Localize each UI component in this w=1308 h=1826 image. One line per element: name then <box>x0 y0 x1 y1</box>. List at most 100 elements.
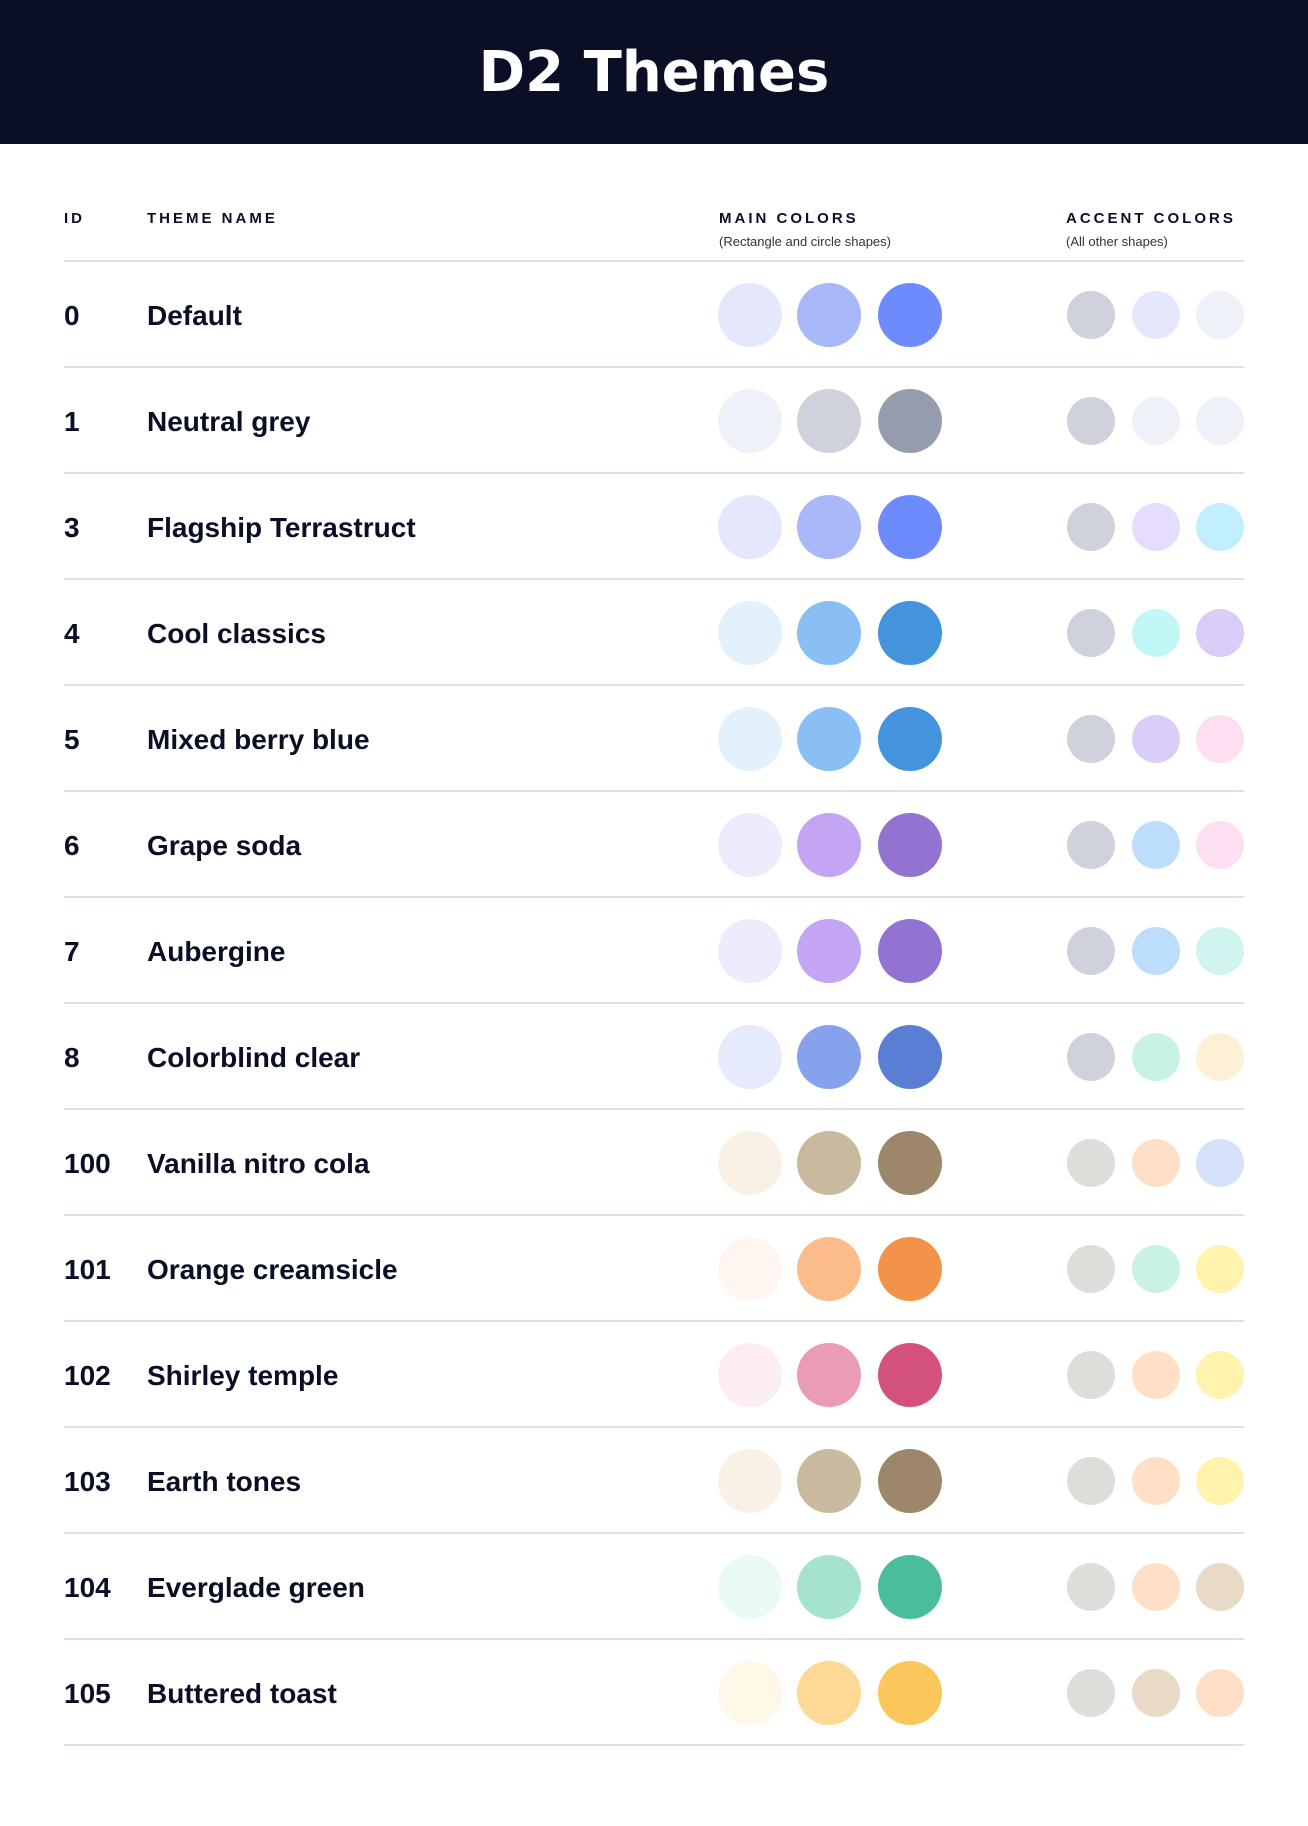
theme-row: 3 Flagship Terrastruct <box>0 474 1308 580</box>
accent-color-swatch <box>1067 927 1115 975</box>
main-color-swatch <box>718 1131 782 1195</box>
accent-color-swatch <box>1196 1245 1244 1293</box>
theme-id: 0 <box>64 300 80 331</box>
accent-color-swatch <box>1196 1563 1244 1611</box>
main-color-swatch <box>797 389 861 453</box>
main-color-swatch <box>718 1237 782 1301</box>
main-color-swatch <box>797 1237 861 1301</box>
main-color-swatch <box>878 495 942 559</box>
accent-color-swatch <box>1196 503 1244 551</box>
theme-row: 104 Everglade green <box>0 1534 1308 1640</box>
main-color-swatch <box>797 1449 861 1513</box>
main-color-swatch <box>797 1661 861 1725</box>
main-color-swatch <box>718 283 782 347</box>
accent-color-swatch <box>1196 1351 1244 1399</box>
accent-color-swatch <box>1067 1563 1115 1611</box>
theme-name: Mixed berry blue <box>147 724 370 755</box>
main-color-swatch <box>878 283 942 347</box>
theme-name: Flagship Terrastruct <box>147 512 416 543</box>
theme-row: 105 Buttered toast <box>0 1640 1308 1746</box>
main-color-swatch <box>878 1343 942 1407</box>
main-color-swatch <box>797 813 861 877</box>
theme-row: 6 Grape soda <box>0 792 1308 898</box>
row-divider <box>64 578 1244 580</box>
accent-color-swatch <box>1067 503 1115 551</box>
accent-color-swatch <box>1132 715 1180 763</box>
main-color-swatch <box>797 919 861 983</box>
accent-color-swatch <box>1132 1457 1180 1505</box>
theme-row: 7 Aubergine <box>0 898 1308 1004</box>
accent-color-swatch <box>1132 1351 1180 1399</box>
accent-color-swatch <box>1067 821 1115 869</box>
theme-row: 101 Orange creamsicle <box>0 1216 1308 1322</box>
theme-name: Everglade green <box>147 1572 365 1603</box>
main-color-swatch <box>797 1555 861 1619</box>
main-color-swatch <box>797 1131 861 1195</box>
accent-color-swatch <box>1196 821 1244 869</box>
accent-color-swatch <box>1067 1033 1115 1081</box>
accent-color-swatch <box>1196 1139 1244 1187</box>
main-color-swatch <box>718 1025 782 1089</box>
theme-id: 8 <box>64 1042 80 1073</box>
column-header-theme-name: THEME NAME <box>147 210 278 227</box>
accent-color-swatch <box>1132 1139 1180 1187</box>
theme-name: Orange creamsicle <box>147 1254 398 1285</box>
column-header-main-colors: MAIN COLORS <box>719 210 859 227</box>
theme-id: 6 <box>64 830 80 861</box>
accent-color-swatch <box>1132 503 1180 551</box>
theme-id: 101 <box>64 1254 111 1285</box>
page-title: D2 Themes <box>478 39 830 105</box>
theme-row: 100 Vanilla nitro cola <box>0 1110 1308 1216</box>
main-color-swatch <box>878 813 942 877</box>
accent-color-swatch <box>1132 397 1180 445</box>
main-color-swatch <box>878 389 942 453</box>
row-divider <box>64 684 1244 686</box>
theme-id: 100 <box>64 1148 111 1179</box>
accent-color-swatch <box>1067 1457 1115 1505</box>
accent-color-swatch <box>1067 609 1115 657</box>
accent-color-swatch <box>1067 397 1115 445</box>
main-color-swatch <box>878 601 942 665</box>
main-color-swatch <box>797 283 861 347</box>
theme-name: Grape soda <box>147 830 302 861</box>
row-divider <box>64 472 1244 474</box>
main-color-swatch <box>797 495 861 559</box>
row-divider <box>64 366 1244 368</box>
row-divider <box>64 1532 1244 1534</box>
row-divider <box>64 1108 1244 1110</box>
theme-name: Buttered toast <box>147 1678 337 1709</box>
theme-name: Aubergine <box>147 936 286 967</box>
header-banner: D2 Themes <box>0 0 1308 144</box>
header-divider <box>64 260 1244 262</box>
main-color-swatch <box>878 919 942 983</box>
row-divider <box>64 1002 1244 1004</box>
row-divider <box>64 1638 1244 1640</box>
main-color-swatch <box>797 707 861 771</box>
theme-name: Default <box>147 300 242 331</box>
accent-color-swatch <box>1067 715 1115 763</box>
accent-color-swatch <box>1132 1245 1180 1293</box>
accent-color-swatch <box>1132 927 1180 975</box>
main-color-swatch <box>878 1555 942 1619</box>
theme-name: Shirley temple <box>147 1360 339 1391</box>
theme-row: 102 Shirley temple <box>0 1322 1308 1428</box>
main-color-swatch <box>718 389 782 453</box>
row-divider <box>64 1744 1244 1746</box>
theme-id: 5 <box>64 724 80 755</box>
theme-id: 102 <box>64 1360 111 1391</box>
column-header-accent-colors: ACCENT COLORS <box>1066 210 1236 227</box>
main-color-swatch <box>878 1237 942 1301</box>
accent-color-swatch <box>1132 1563 1180 1611</box>
main-color-swatch <box>718 813 782 877</box>
main-color-swatch <box>797 601 861 665</box>
main-color-swatch <box>718 707 782 771</box>
column-header-id: ID <box>64 210 85 227</box>
theme-id: 1 <box>64 406 80 437</box>
accent-color-swatch <box>1067 291 1115 339</box>
accent-color-swatch <box>1196 291 1244 339</box>
main-color-swatch <box>878 1449 942 1513</box>
accent-color-swatch <box>1067 1245 1115 1293</box>
theme-id: 7 <box>64 936 80 967</box>
theme-row: 103 Earth tones <box>0 1428 1308 1534</box>
theme-row: 5 Mixed berry blue <box>0 686 1308 792</box>
